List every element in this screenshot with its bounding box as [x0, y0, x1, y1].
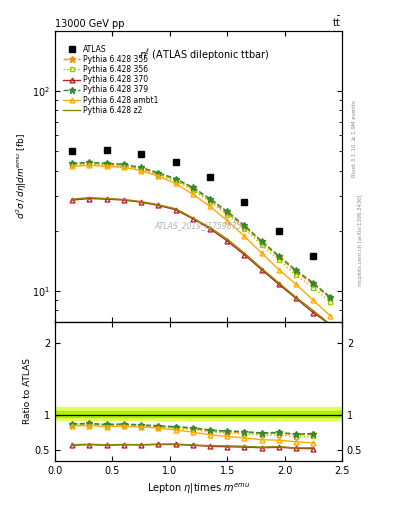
- Legend: ATLAS, Pythia 6.428 355, Pythia 6.428 356, Pythia 6.428 370, Pythia 6.428 379, P: ATLAS, Pythia 6.428 355, Pythia 6.428 35…: [62, 44, 160, 116]
- Bar: [55, 408, 342, 420]
- Bar: [55, 411, 342, 417]
- Y-axis label: $d^2\sigma\,/\,d\eta|dm^{emu}$ [fb]: $d^2\sigma\,/\,d\eta|dm^{emu}$ [fb]: [15, 134, 29, 219]
- Text: $\mathrm{t\bar{t}}$: $\mathrm{t\bar{t}}$: [332, 14, 342, 29]
- Text: 13000 GeV pp: 13000 GeV pp: [55, 18, 125, 29]
- Text: Rivet 3.1.10, ≥ 1.9M events: Rivet 3.1.10, ≥ 1.9M events: [352, 100, 357, 177]
- Text: ATLAS_2019_I1759875: ATLAS_2019_I1759875: [155, 221, 242, 230]
- Text: $\eta^\ell$ (ATLAS dileptonic ttbar): $\eta^\ell$ (ATLAS dileptonic ttbar): [139, 47, 269, 62]
- Text: mcplots.cern.ch [arXiv:1306.3436]: mcplots.cern.ch [arXiv:1306.3436]: [358, 195, 363, 286]
- Y-axis label: Ratio to ATLAS: Ratio to ATLAS: [23, 358, 32, 424]
- X-axis label: Lepton $\eta|$times $m^{emu}$: Lepton $\eta|$times $m^{emu}$: [147, 481, 250, 496]
